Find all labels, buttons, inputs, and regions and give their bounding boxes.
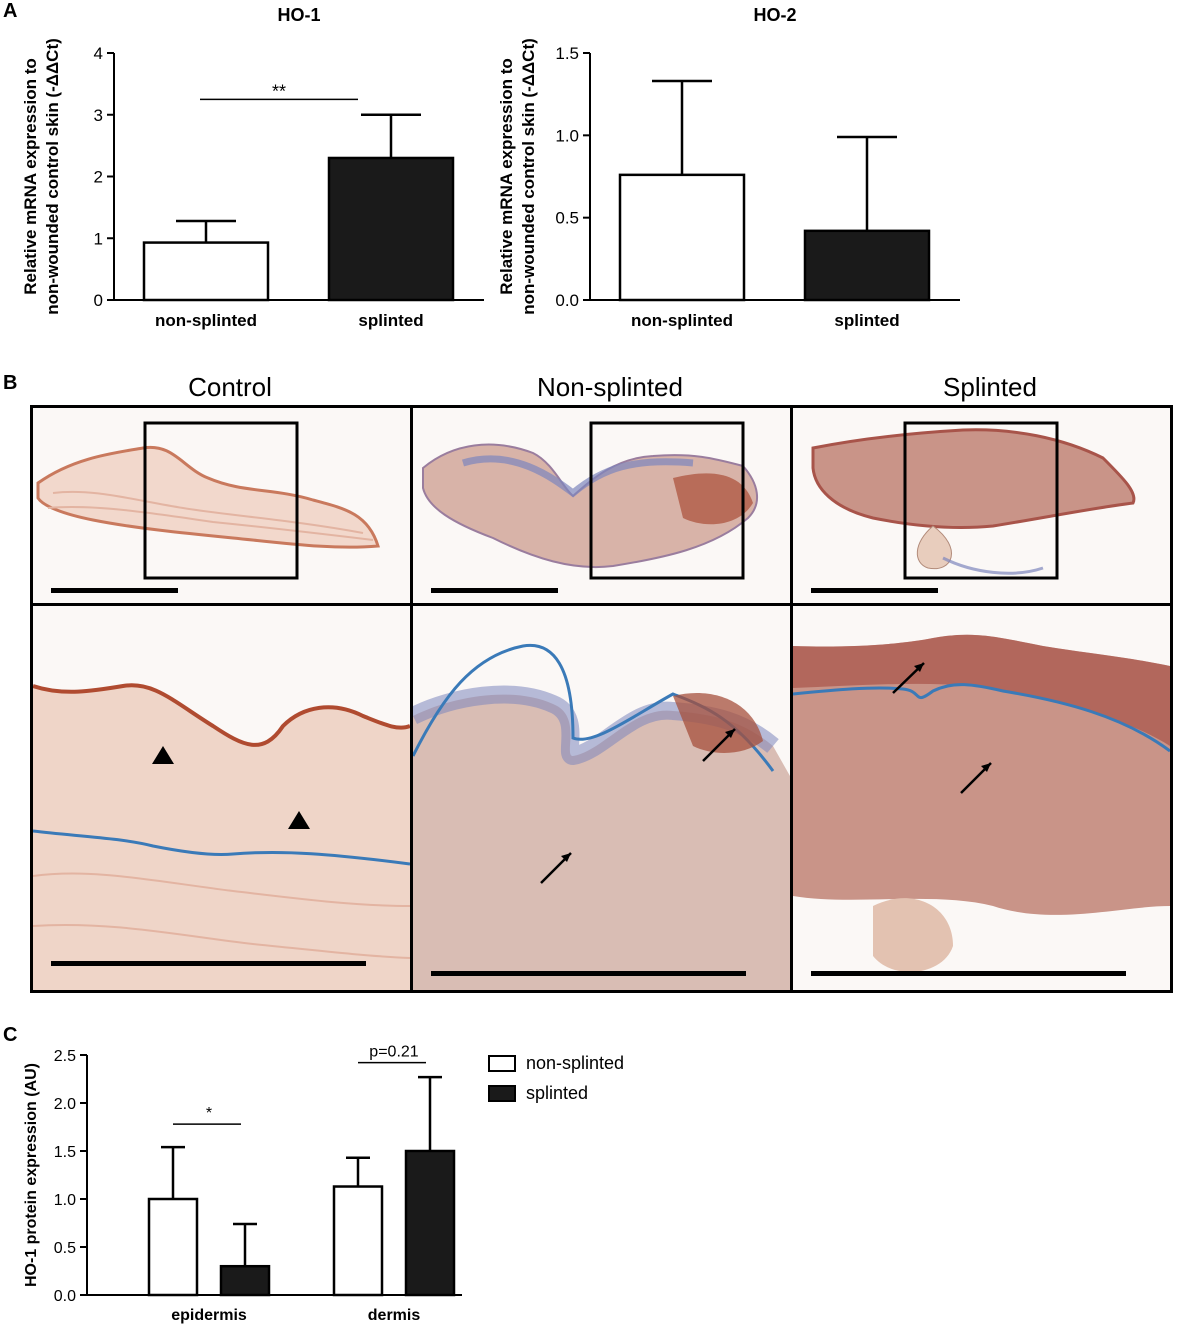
legend-swatch-filled (488, 1084, 516, 1102)
bar-non-splinted (618, 173, 746, 302)
y-tick-label: 0.5 (555, 209, 579, 228)
y-tick-label: 2 (94, 168, 103, 187)
splinted-overview-image (790, 405, 1173, 606)
y-tick-label: 2.5 (54, 1048, 76, 1065)
x-tick-label: splinted (834, 311, 899, 330)
legend: non-splinted splinted (488, 1050, 624, 1106)
significance-label: ** (272, 81, 286, 101)
y-tick-label: 0.5 (54, 1240, 76, 1257)
control-overview-image (30, 405, 413, 606)
y-axis-label: HO-1 protein expression (AU) (23, 1063, 40, 1287)
significance-label: * (206, 1105, 212, 1122)
non-splinted-overview-image (410, 405, 793, 606)
bar-dermis-splinted (404, 1149, 456, 1297)
y-axis-label: non-wounded control skin (-ΔΔCt) (519, 38, 538, 315)
y-tick-label: 2.0 (54, 1096, 76, 1113)
y-axis-label: non-wounded control skin (-ΔΔCt) (43, 38, 62, 315)
ho2-mrna-chart: 0.0 0.5 1.0 1.5 HO-2 Relative mRNA expression… (498, 5, 960, 330)
panel-label-b: B (3, 372, 18, 394)
y-tick-label: 1 (94, 229, 103, 248)
y-tick-label: 1.5 (54, 1144, 76, 1161)
chart-title: HO-1 (277, 5, 320, 25)
significance-label: p=0.21 (369, 1044, 418, 1061)
y-tick-label: 1.5 (555, 44, 579, 63)
column-title-non-splinted: Non-splinted (537, 372, 683, 402)
y-tick-label: 1.0 (555, 126, 579, 145)
bar-epidermis-non-splinted (147, 1197, 199, 1297)
legend-swatch-open (488, 1054, 516, 1072)
x-tick-label: splinted (358, 311, 423, 330)
panel-label-a: A (3, 0, 18, 22)
legend-label-non-splinted: non-splinted (526, 1052, 625, 1073)
y-tick-label: 1.0 (54, 1192, 76, 1209)
y-tick-label: 4 (94, 44, 103, 63)
x-tick-label: dermis (368, 1307, 421, 1324)
bar-dermis-non-splinted (332, 1185, 384, 1297)
ho1-protein-chart: 0.0 0.5 1.0 1.5 2.0 2.5 HO-1 protein expressio… (23, 1044, 462, 1324)
legend-item-splinted: splinted (488, 1080, 624, 1106)
bar-splinted (327, 156, 455, 302)
control-detail-image (30, 603, 413, 993)
y-tick-label: 3 (94, 106, 103, 125)
splinted-detail-image (790, 603, 1173, 993)
legend-item-non-splinted: non-splinted (488, 1050, 624, 1076)
legend-label-splinted: splinted (526, 1082, 589, 1103)
y-tick-label: 0.0 (54, 1288, 76, 1305)
bar-non-splinted (142, 241, 270, 302)
x-tick-label: non-splinted (155, 311, 257, 330)
column-title-splinted: Splinted (943, 372, 1037, 402)
y-tick-label: 0 (94, 291, 103, 310)
y-axis-label: Relative mRNA expression to (498, 58, 516, 295)
column-title-control: Control (188, 372, 272, 402)
bar-splinted (803, 229, 931, 302)
chart-title: HO-2 (753, 5, 796, 25)
panel-label-c: C (3, 1024, 18, 1046)
x-tick-label: non-splinted (631, 311, 733, 330)
y-axis-label: Relative mRNA expression to (22, 58, 40, 295)
x-tick-label: epidermis (171, 1307, 247, 1324)
y-tick-label: 0.0 (555, 291, 579, 310)
bar-epidermis-splinted (219, 1264, 271, 1297)
non-splinted-detail-image (410, 603, 793, 993)
